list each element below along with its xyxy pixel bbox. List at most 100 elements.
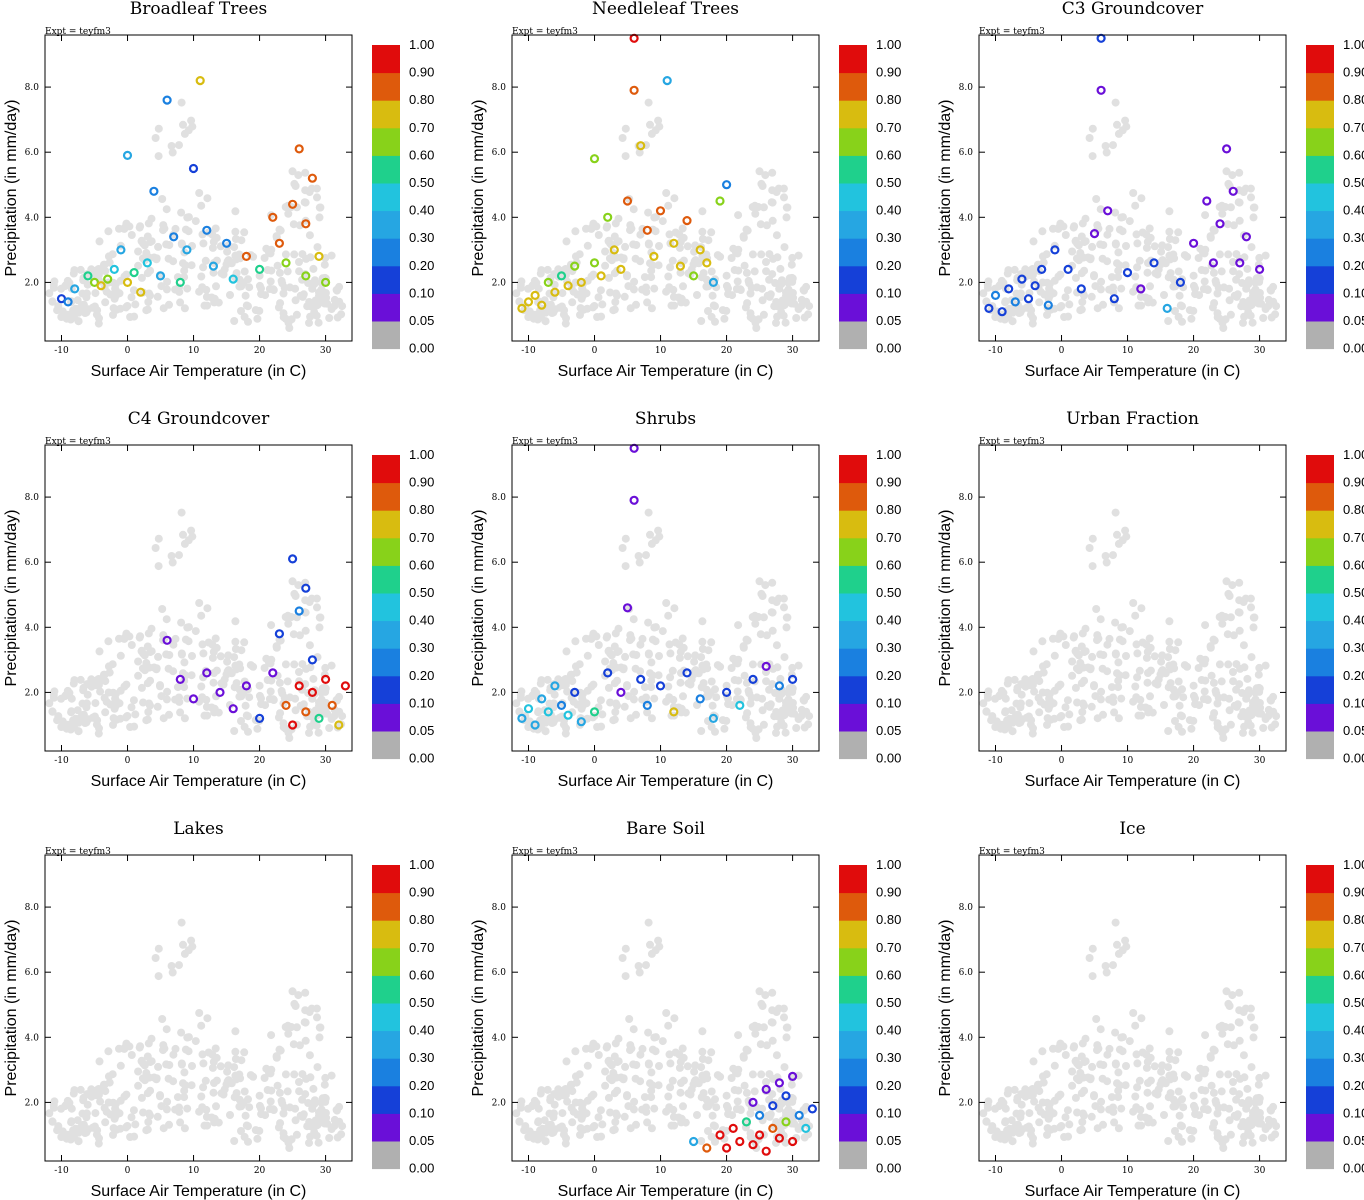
colorbar-label: 0.50 bbox=[1343, 995, 1364, 1010]
background-point bbox=[1223, 1040, 1232, 1049]
background-point bbox=[757, 1070, 766, 1079]
data-point bbox=[629, 33, 639, 43]
background-point bbox=[554, 1092, 563, 1101]
background-point bbox=[1208, 713, 1217, 722]
y-tick-label: 8.0 bbox=[959, 83, 974, 93]
background-point bbox=[1239, 728, 1247, 737]
background-point bbox=[1088, 944, 1097, 953]
background-point bbox=[1267, 286, 1275, 295]
background-point bbox=[1215, 613, 1224, 621]
background-point bbox=[1077, 1089, 1086, 1098]
background-point bbox=[1121, 526, 1130, 535]
background-point bbox=[137, 683, 146, 692]
background-point bbox=[289, 630, 298, 639]
data-point bbox=[281, 700, 291, 711]
background-point bbox=[664, 1092, 673, 1101]
colorbar-label: 0.50 bbox=[1343, 175, 1364, 190]
background-point bbox=[237, 646, 246, 655]
background-point bbox=[1065, 710, 1074, 719]
y-tick-label: 8.0 bbox=[25, 83, 40, 93]
background-point bbox=[788, 253, 797, 262]
background-point bbox=[748, 1023, 757, 1031]
data-point bbox=[622, 196, 633, 206]
background-point bbox=[1131, 1021, 1140, 1030]
data-point bbox=[768, 1123, 778, 1134]
background-point bbox=[1122, 652, 1130, 660]
background-point bbox=[1137, 1014, 1146, 1023]
background-point bbox=[241, 291, 250, 300]
background-point bbox=[1171, 236, 1180, 245]
background-point bbox=[768, 186, 777, 195]
background-point bbox=[614, 1034, 623, 1043]
background-point bbox=[983, 693, 992, 702]
background-point bbox=[590, 302, 599, 310]
background-point bbox=[197, 1092, 206, 1101]
background-point bbox=[284, 209, 293, 218]
background-point bbox=[187, 261, 196, 270]
background-point bbox=[315, 613, 324, 622]
background-point bbox=[1183, 662, 1192, 671]
background-point bbox=[99, 260, 108, 269]
background-point bbox=[1207, 1081, 1216, 1090]
background-points bbox=[979, 508, 1281, 742]
background-point bbox=[240, 638, 249, 647]
background-point bbox=[665, 1050, 674, 1059]
background-point bbox=[516, 283, 525, 292]
background-point bbox=[772, 728, 780, 737]
background-point bbox=[773, 722, 782, 731]
background-point bbox=[651, 536, 660, 545]
colorbar-label: 0.20 bbox=[876, 668, 901, 683]
background-point bbox=[314, 728, 323, 737]
background-point bbox=[1098, 1074, 1107, 1083]
background-point bbox=[69, 1089, 78, 1098]
background-point bbox=[283, 1087, 292, 1096]
colorbar: 0.000.050.100.200.300.400.500.600.700.80… bbox=[1306, 37, 1364, 356]
background-point bbox=[143, 1125, 152, 1134]
background-point bbox=[594, 641, 603, 649]
colorbar: 0.000.050.100.200.300.400.500.600.700.80… bbox=[372, 857, 434, 1176]
background-point bbox=[792, 1134, 801, 1142]
background-point bbox=[1249, 1033, 1258, 1042]
background-point bbox=[1239, 1138, 1247, 1147]
background-point bbox=[292, 310, 301, 319]
background-point bbox=[561, 675, 570, 683]
background-point bbox=[301, 1090, 310, 1099]
colorbar-label: 0.50 bbox=[409, 175, 434, 190]
background-point bbox=[601, 1067, 610, 1076]
background-point bbox=[614, 624, 623, 633]
colorbar-label: 0.30 bbox=[1343, 230, 1364, 245]
colorbar-label: 0.80 bbox=[409, 92, 434, 107]
background-point bbox=[208, 653, 217, 662]
background-point bbox=[1247, 603, 1255, 612]
background-point bbox=[1249, 213, 1258, 222]
background-point bbox=[257, 1104, 265, 1113]
colorbar-label: 0.05 bbox=[876, 1133, 901, 1148]
data-point bbox=[1175, 277, 1186, 287]
background-point bbox=[541, 317, 550, 326]
background-point bbox=[1151, 1089, 1160, 1098]
background-point bbox=[587, 1092, 596, 1101]
data-point bbox=[530, 290, 540, 300]
data-point bbox=[255, 264, 265, 274]
background-point bbox=[676, 678, 685, 687]
background-point bbox=[1157, 1067, 1166, 1076]
background-point bbox=[638, 634, 647, 643]
background-point bbox=[152, 1074, 161, 1083]
background-point bbox=[1248, 318, 1257, 327]
background-point bbox=[184, 126, 193, 135]
background-point bbox=[667, 301, 676, 310]
background-point bbox=[571, 227, 580, 236]
background-point bbox=[1038, 227, 1047, 236]
background-point bbox=[111, 690, 120, 699]
background-point bbox=[629, 615, 638, 624]
background-point bbox=[1045, 1100, 1054, 1109]
data-point bbox=[288, 554, 298, 564]
background-point bbox=[1057, 1122, 1066, 1130]
background-point bbox=[223, 247, 232, 256]
x-axis-label: Surface Air Temperature (in C) bbox=[558, 773, 774, 790]
background-point bbox=[782, 623, 791, 632]
background-point bbox=[176, 1118, 185, 1127]
background-point bbox=[147, 1057, 156, 1066]
